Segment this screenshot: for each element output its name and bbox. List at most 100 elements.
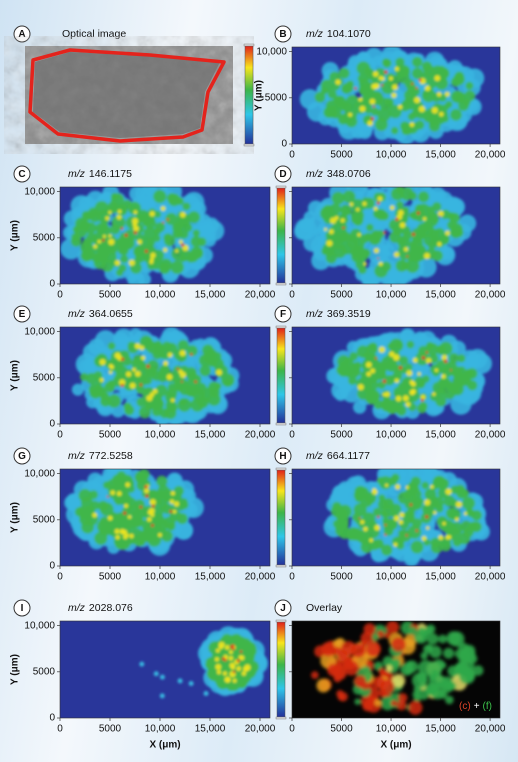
intensity-blob [426,358,432,364]
intensity-blob [123,535,128,540]
x-tick-label: 5000 [330,430,353,441]
mz-prefix: m/z [306,168,324,180]
intensity-blob [418,191,429,202]
x-tick-label: 10,000 [376,724,407,735]
intensity-blob [118,264,126,272]
ion-image [292,45,500,144]
intensity-blob [394,543,398,547]
intensity-blob [383,231,386,234]
legend-entry: (c) [459,701,471,712]
panel-title: Overlay [306,602,343,614]
intensity-blob [335,79,340,84]
intensity-blob [383,380,386,383]
intensity-blob [108,211,111,214]
intensity-blob [377,516,380,519]
intensity-blob [139,506,142,509]
intensity-blob [324,228,327,231]
intensity-blob [412,233,415,236]
x-tick-label: 5000 [99,724,122,735]
intensity-blob [100,502,114,516]
intensity-blob [461,521,473,533]
intensity-blob [141,529,154,542]
intensity-blob [104,382,115,393]
x-tick-label: 15,000 [425,430,456,441]
x-tick-label: 15,000 [195,724,226,735]
intensity-blob [170,499,175,504]
intensity-blob [126,371,131,376]
intensity-blob [240,650,243,653]
intensity-blob [239,675,249,685]
colorbar [277,622,285,717]
intensity-blob [445,535,449,539]
intensity-blob [445,488,451,494]
intensity-blob [381,511,388,518]
intensity-blob [363,262,366,265]
intensity-blob [171,398,175,402]
intensity-blob [377,201,380,204]
intensity-blob [123,403,131,411]
intensity-blob [368,380,378,390]
intensity-blob [376,364,384,372]
intensity-blob [396,396,402,402]
intensity-blob [360,520,364,524]
mz-value: 348.0706 [327,168,371,180]
intensity-blob [105,216,109,220]
intensity-blob [100,378,104,382]
colorbar-cap [276,565,286,567]
x-tick-label: 20,000 [475,572,506,583]
intensity-blob [180,212,186,218]
title-text: Overlay [306,602,343,614]
intensity-blob [79,513,92,526]
intensity-blob [417,212,420,215]
intensity-blob [122,530,127,535]
intensity-blob [117,215,122,220]
overlay-blob [409,626,418,635]
overlay-blob [425,683,438,696]
intensity-blob [439,342,452,355]
x-tick-label: 15,000 [195,290,226,301]
intensity-blob [225,645,230,650]
intensity-blob [139,345,144,350]
x-tick-label: 10,000 [145,290,176,301]
x-axis-label: X (μm) [380,740,411,751]
intensity-blob [432,250,443,261]
intensity-blob [237,659,240,662]
intensity-blob [384,70,388,74]
intensity-blob [180,250,191,261]
intensity-blob [407,516,414,523]
colorbar [245,46,253,144]
intensity-blob [134,231,137,234]
overlay-blob [338,693,345,700]
intensity-blob [195,397,204,406]
overlay-blob [372,633,379,640]
intensity-blob [430,485,434,489]
mz-value: 2028.076 [89,602,133,614]
intensity-blob [96,243,110,257]
intensity-blob [366,362,372,368]
x-tick-label: 15,000 [195,572,226,583]
intensity-blob [328,90,337,99]
x-tick-label: 20,000 [245,430,276,441]
intensity-blob [139,662,144,667]
intensity-blob [174,501,179,506]
intensity-blob [182,202,190,210]
intensity-blob [141,356,145,360]
intensity-blob [348,113,352,117]
intensity-blob [237,642,246,651]
panel-letter: H [279,451,286,462]
panel-letter: C [18,169,25,180]
intensity-blob [154,228,161,235]
intensity-blob [244,664,250,670]
x-tick-label: 15,000 [425,150,456,161]
intensity-blob [442,522,445,525]
intensity-blob [435,505,443,513]
overlay-blob [412,673,428,689]
x-tick-label: 20,000 [245,724,276,735]
intensity-blob [366,224,374,232]
intensity-blob [375,357,377,359]
x-tick-label: 5000 [99,290,122,301]
intensity-blob [337,101,347,111]
x-tick-label: 20,000 [245,290,276,301]
intensity-blob [137,240,142,245]
intensity-blob [110,490,115,495]
